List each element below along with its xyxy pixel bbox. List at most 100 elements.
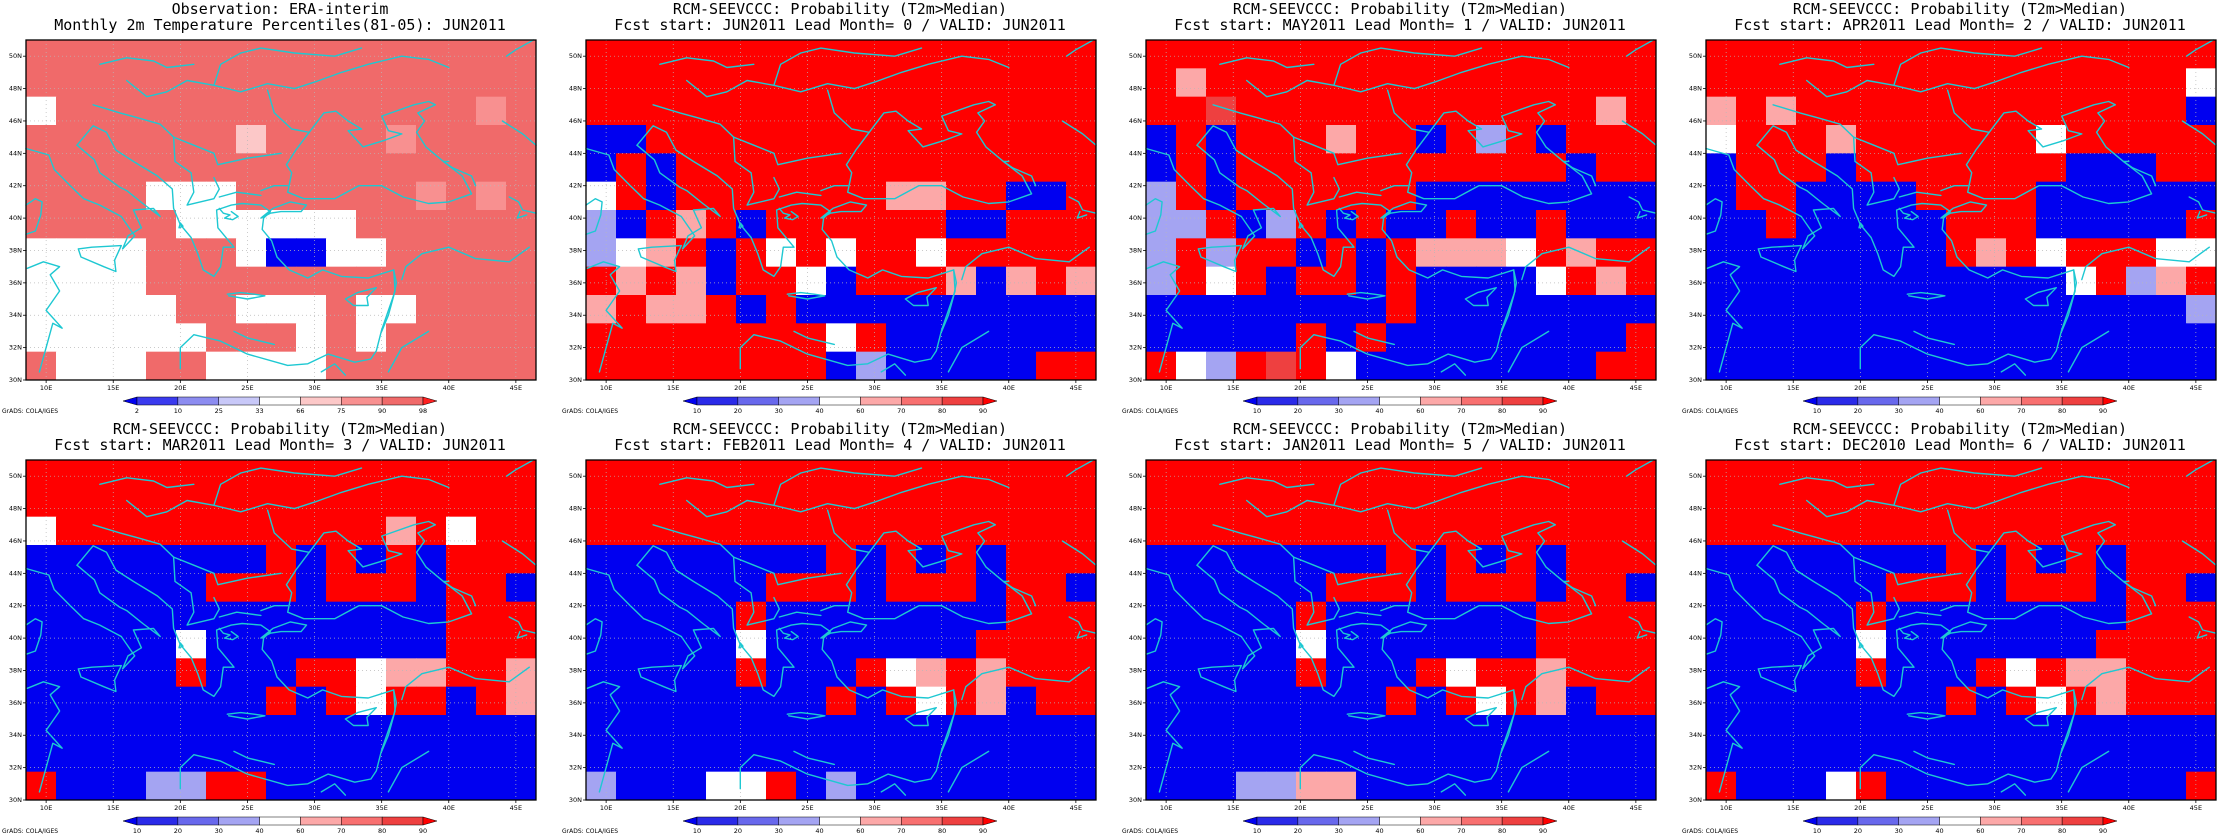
grid-cell xyxy=(2126,266,2157,296)
grid-cell xyxy=(736,96,767,126)
grid-cell xyxy=(796,658,827,688)
grid-cell xyxy=(1066,516,1097,546)
grid-cell xyxy=(2066,686,2097,716)
grid-cell xyxy=(976,715,1007,744)
grid-cell xyxy=(1006,323,1037,353)
grid-cell xyxy=(1796,96,1827,126)
grid-cell xyxy=(1916,295,1947,324)
grid-cell xyxy=(1176,96,1207,126)
grid-cell xyxy=(1706,125,1737,154)
grid-cell xyxy=(586,40,617,69)
grid-cell xyxy=(236,686,267,716)
grid-cell xyxy=(206,68,237,98)
coastline xyxy=(1940,201,1988,219)
grid-cell xyxy=(1506,96,1537,126)
grid-cell xyxy=(146,295,177,324)
grid-cell xyxy=(1626,125,1657,154)
coastline xyxy=(1501,269,1518,333)
grid-cell xyxy=(266,460,297,489)
grid-cell xyxy=(1506,630,1537,659)
colorbar-min-arrow xyxy=(122,396,138,406)
colorbar: 10 20 30 40 60 70 80 90 xyxy=(122,816,438,835)
grid-cell xyxy=(676,771,707,801)
grid-cell xyxy=(1326,545,1357,574)
grid-cell xyxy=(1236,771,1267,801)
grid-cell xyxy=(796,516,827,546)
grid-cell xyxy=(1146,573,1177,603)
grid-cell xyxy=(1266,488,1297,518)
coastline xyxy=(285,520,473,625)
coastline xyxy=(381,689,398,753)
colorbar-min-arrow xyxy=(1242,816,1258,826)
grid-cell xyxy=(1266,153,1297,183)
grid-cell xyxy=(586,715,617,744)
grid-cell xyxy=(86,266,117,296)
grid-cell xyxy=(26,573,57,603)
coastline xyxy=(213,467,363,507)
grid-cells xyxy=(1146,40,1657,381)
grid-cell xyxy=(1886,295,1917,324)
coastline xyxy=(793,750,835,766)
grid-cell xyxy=(1296,266,1327,296)
grid-cell xyxy=(446,210,477,239)
grid-cell xyxy=(326,516,357,546)
grid-cell xyxy=(1976,686,2007,716)
coastline xyxy=(586,681,623,793)
colorbar-tick-label: 10 xyxy=(693,827,701,835)
coastline xyxy=(1212,104,1402,166)
lat-tick-label: 46N xyxy=(1129,117,1142,125)
grid-cell xyxy=(2126,715,2157,744)
grid-cell xyxy=(1206,488,1237,518)
grid-cell xyxy=(646,96,677,126)
grid-cell xyxy=(1596,743,1627,773)
grid-cell xyxy=(916,295,947,324)
lat-tick-label: 36N xyxy=(569,279,582,287)
grid-cell xyxy=(1506,266,1537,296)
grid-cell xyxy=(1446,295,1477,324)
grid-cell xyxy=(826,460,857,489)
grid-cell xyxy=(386,266,417,296)
grid-cell xyxy=(676,460,707,489)
grid-cell xyxy=(1736,686,1767,716)
colorbar-segment xyxy=(1939,396,1981,406)
coastline xyxy=(1068,196,1097,214)
coastline xyxy=(1756,545,2076,790)
grid-cell xyxy=(706,295,737,324)
grid-cell xyxy=(676,181,707,211)
grid-cell xyxy=(886,516,917,546)
grid-cell xyxy=(416,238,447,268)
map-panel-lead0: 30N 32N 34N 36N 38N 40N 42N 44N 46N 48N 50N 10E 15E 2… xyxy=(560,0,1120,420)
grid-cell xyxy=(116,351,147,381)
grid-cell xyxy=(146,96,177,126)
grid-cell xyxy=(296,771,327,801)
coastline xyxy=(1061,540,1097,566)
grid-cell xyxy=(2066,460,2097,489)
grid-cell xyxy=(736,715,767,744)
grid-cell xyxy=(1916,266,1947,296)
grid-cell xyxy=(56,658,87,688)
grid-cell xyxy=(766,630,797,659)
coastline xyxy=(1779,57,1875,69)
grid-cell xyxy=(296,658,327,688)
grid-cell xyxy=(416,181,447,211)
grid-cell xyxy=(886,295,917,324)
grid-cell xyxy=(2036,125,2067,154)
grid-cell xyxy=(976,295,1007,324)
grid-cell xyxy=(1976,238,2007,268)
grid-cell xyxy=(506,295,537,324)
grid-cell xyxy=(1596,68,1627,98)
grid-cell xyxy=(386,238,417,268)
grid-cell xyxy=(1536,210,1567,239)
grid-cell xyxy=(586,573,617,603)
coastline xyxy=(320,363,347,376)
grid-cell xyxy=(1326,351,1357,381)
lon-tick-label: 35E xyxy=(375,804,387,812)
grid-cell xyxy=(1536,153,1567,183)
grid-cell xyxy=(296,323,327,353)
coastline xyxy=(1145,144,1281,250)
lat-tick-label: 32N xyxy=(1129,764,1142,772)
grid-cell xyxy=(1766,658,1797,688)
coastline xyxy=(652,104,842,166)
grid-cell xyxy=(26,545,57,574)
grid-cell xyxy=(886,743,917,773)
